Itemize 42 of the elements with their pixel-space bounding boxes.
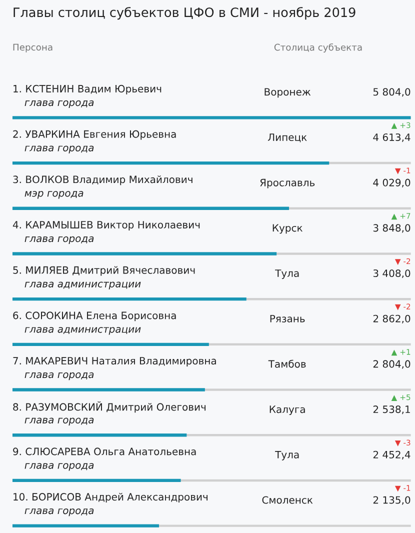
y-tick-label: 10. БОРИСОВ Андрей Александрович глава города	[14, 492, 208, 516]
data-label: 3 848,0	[373, 224, 410, 233]
annotation: Ярославль	[260, 178, 315, 188]
y-tick-label: 2. УВАРКИНА Евгения Юрьевна глава города	[13, 130, 176, 154]
data-label: 2 804,0	[373, 360, 410, 369]
y-tick-label: 6. СОРОКИНА Елена Борисовна глава администрации	[13, 312, 176, 335]
annotation: Смоленск	[262, 496, 313, 504]
chart-title: Главы столиц субъектов ЦФО в СМИ - ноябрь 2019	[14, 7, 356, 20]
annotation: Курск	[272, 224, 302, 234]
bar	[12, 524, 159, 528]
bar	[12, 342, 209, 346]
bar	[12, 434, 187, 437]
bar	[12, 478, 181, 482]
data-label: 2 135,0	[373, 496, 410, 505]
bar	[12, 252, 277, 256]
annotation: Тула	[275, 270, 299, 279]
text: Персона	[13, 44, 52, 52]
text: Столица субъекта	[274, 43, 362, 52]
bar	[12, 388, 205, 392]
bar	[12, 297, 246, 301]
annotation: Тамбов	[268, 360, 306, 368]
y-tick-label: 1. КСТЕНИН Вадим Юрьевич глава города	[14, 84, 162, 108]
annotation: Воронеж	[264, 88, 311, 98]
data-label: 4 029,0	[373, 178, 410, 188]
data-label: 2 862,0	[373, 314, 410, 324]
data-label: 3 408,0	[373, 269, 410, 278]
annotation: Тула	[275, 450, 299, 460]
y-tick-label: 5. МИЛЯЕВ Дмитрий Вячеславович глава администрации	[13, 266, 195, 290]
data-label: 4 613,4	[373, 133, 410, 142]
data-label: 2 538,1	[373, 406, 410, 414]
y-tick-label: 3. ВОЛКОВ Владимир Михайлович мэр города	[13, 175, 192, 199]
y-tick-label: 4. КАРАМЫШЕВ Виктор Николаевич глава города	[12, 221, 200, 244]
y-tick-label: 8. РАЗУМОВСКИЙ Дмитрий Олегович глава города	[13, 401, 206, 426]
y-tick-label: 9. СЛЮСАРЕВА Ольга Анатольевна глава города	[13, 448, 196, 471]
annotation: Липецк	[268, 134, 307, 142]
bar	[12, 161, 330, 165]
annotation: Калуга	[270, 406, 305, 416]
annotation: Рязань	[270, 314, 305, 322]
data-label: 5 804,0	[373, 88, 410, 97]
data-label: 2 452,4	[373, 450, 410, 460]
y-tick-label: 7. МАКАРЕВИЧ Наталия Владимировна глава города	[13, 357, 216, 380]
bar	[12, 206, 290, 210]
